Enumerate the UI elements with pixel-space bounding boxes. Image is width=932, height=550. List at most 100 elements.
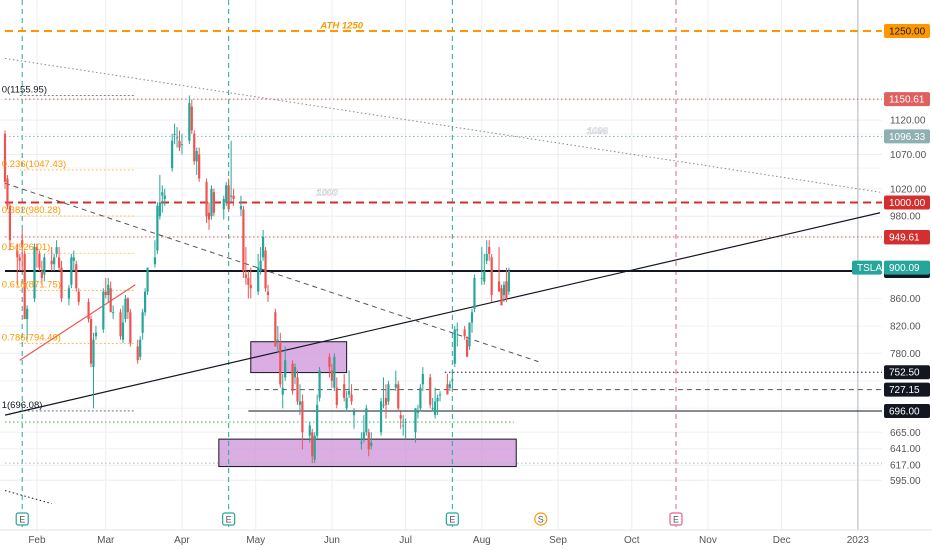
candle-body [163, 195, 166, 200]
time-tick-label: Apr [174, 535, 190, 546]
candle-body [129, 312, 132, 344]
candles-group [3, 95, 510, 464]
candle-body [293, 367, 297, 378]
candle-body [505, 281, 508, 299]
price-tick-label: 1020.00 [890, 184, 927, 195]
candle-body [16, 250, 19, 258]
price-label-badge [884, 195, 930, 210]
candle-body [438, 394, 442, 396]
candle-body [8, 205, 12, 241]
candle-body [308, 425, 311, 436]
event-marker-letter: E [226, 515, 232, 525]
candle-body [257, 267, 260, 292]
candle-body [143, 291, 147, 313]
price-label-badge [884, 92, 930, 107]
fib-level-label: 1(696.08) [2, 400, 43, 411]
candle-body [488, 247, 491, 254]
price-label-badge [884, 230, 930, 245]
price-tick-label: 860.00 [890, 294, 921, 305]
event-marker-letter: S [538, 515, 544, 525]
candle-body [55, 247, 58, 254]
candle-body [419, 387, 422, 409]
candle-body [328, 356, 331, 368]
candle-body [313, 435, 316, 460]
time-tick-label: May [246, 535, 265, 546]
fib-level-label: 0.786(794.49) [2, 332, 61, 343]
candle-body [173, 133, 176, 135]
candle-body [490, 257, 493, 296]
candle-body [446, 384, 449, 395]
candle-body [436, 397, 439, 402]
annotation-group: 0(1155.95) 0.236(1047.43) 0.382(980.28) 0.5… [2, 20, 609, 411]
candle-body [40, 271, 43, 278]
trendline[interactable] [4, 182, 539, 363]
candle-body [109, 288, 112, 313]
time-tick-label: Jul [399, 535, 412, 546]
candle-body [264, 250, 267, 289]
earnings-event-icon[interactable] [669, 512, 683, 526]
candle-body [279, 343, 282, 385]
candle-body [232, 195, 235, 200]
candle-body [195, 151, 198, 162]
candle-body [497, 281, 501, 292]
price-axis-group: 1120.00 1070.00 1020.00 980.00 860.00 820.00 7… [852, 0, 932, 550]
candle-body [249, 284, 252, 289]
candle-body [404, 421, 407, 423]
price-tick-label: 980.00 [890, 212, 921, 223]
zones-group [218, 341, 517, 468]
candle-body [431, 408, 434, 410]
candle-body [193, 133, 196, 162]
symbol-tag-text: TSLA [857, 263, 882, 274]
candle-body [316, 404, 319, 436]
candle-body [448, 384, 451, 388]
candle-body [158, 202, 161, 217]
candle-body [156, 205, 159, 251]
support-zone-box[interactable] [218, 438, 517, 468]
price-tick-label: 665.00 [890, 428, 921, 439]
candle-body [207, 212, 211, 220]
candle-body [121, 322, 125, 340]
candle-body [92, 339, 95, 368]
price-label-badge [884, 365, 930, 380]
price-tick-label: 617.00 [890, 461, 921, 472]
candle-body [77, 291, 80, 302]
candle-body [153, 257, 157, 265]
price-label-text: 1000.00 [889, 198, 926, 209]
trendline[interactable] [19, 284, 136, 361]
candle-body [266, 291, 270, 296]
candle-body [239, 205, 243, 210]
candle-body [205, 181, 208, 217]
candle-body [180, 144, 184, 146]
candle-body [352, 411, 356, 416]
candle-body [470, 312, 474, 323]
split-event-icon[interactable] [534, 512, 548, 526]
earnings-event-icon[interactable] [222, 512, 236, 526]
candle-body [379, 401, 383, 433]
candle-body [104, 291, 107, 296]
fib-level-label: 0.236(1047.43) [2, 159, 66, 170]
trendline[interactable] [4, 57, 881, 193]
candle-body [43, 257, 46, 275]
candle-body [161, 192, 164, 196]
trendline[interactable] [4, 490, 52, 505]
candle-body [94, 332, 98, 337]
candle-body [463, 329, 466, 337]
candle-body [502, 284, 506, 296]
candle-body [318, 370, 321, 398]
price-tick-label: 641.00 [890, 444, 921, 455]
trendline[interactable] [4, 212, 881, 416]
earnings-event-icon[interactable] [15, 512, 29, 526]
candle-body [139, 339, 142, 357]
candle-body [102, 291, 105, 330]
candle-body [451, 379, 454, 381]
candle-body [274, 312, 277, 347]
earnings-event-icon[interactable] [445, 512, 459, 526]
price-tick-label: 1120.00 [890, 116, 926, 127]
price-label-text: 696.00 [889, 407, 920, 418]
time-tick-label: Feb [28, 535, 46, 546]
candle-body [242, 209, 245, 272]
candle-body [230, 195, 233, 197]
candle-body [333, 356, 336, 388]
candle-body [500, 288, 503, 306]
